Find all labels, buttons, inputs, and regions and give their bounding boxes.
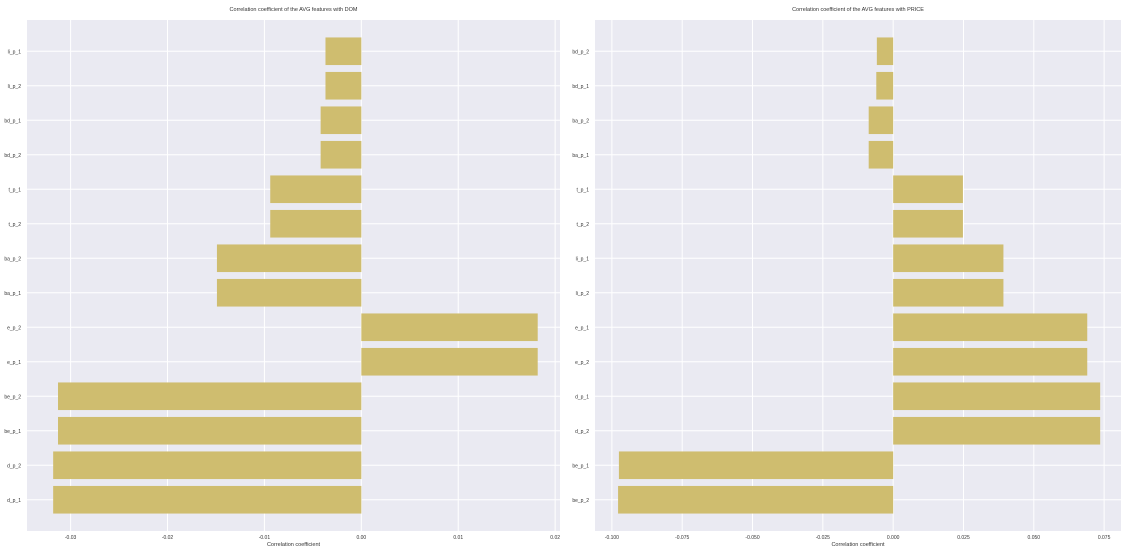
bar xyxy=(893,209,963,238)
x-tick-label: 0.075 xyxy=(1098,535,1111,541)
y-tick-label: bd_p_2 xyxy=(572,49,589,55)
bar xyxy=(876,37,894,66)
bar xyxy=(325,71,362,100)
y-tick-label: li_p_2 xyxy=(8,84,22,90)
bar xyxy=(270,175,362,204)
bar xyxy=(325,37,362,66)
x-tick-label: 0.025 xyxy=(957,535,970,541)
y-tick-label: bd_p_2 xyxy=(4,153,21,159)
y-tick-label: e_p_2 xyxy=(575,360,589,366)
bar xyxy=(320,106,362,135)
x-tick-label: -0.025 xyxy=(816,535,830,541)
y-tick-label: li_p_2 xyxy=(576,291,590,297)
y-tick-label: d_p_2 xyxy=(575,429,589,435)
y-tick-label: ba_p_1 xyxy=(4,291,21,297)
chart-title: Correlation coefficient of the AVG featu… xyxy=(230,7,358,13)
y-tick-label: t_p_2 xyxy=(576,222,589,228)
bar xyxy=(53,451,362,480)
bar xyxy=(361,347,538,376)
bar xyxy=(876,71,894,100)
y-tick-label: be_p_1 xyxy=(572,463,589,469)
bar xyxy=(361,313,538,342)
y-tick-label: d_p_1 xyxy=(7,498,21,504)
x-tick-label: 0.000 xyxy=(887,535,900,541)
chart-price-correlation: bd_p_2 bd_p_1 ba_p_2 ba_p_1 t_p_1 t_p_2 li_p_1… xyxy=(572,7,1121,548)
y-tick-label: t_p_1 xyxy=(576,187,589,193)
y-tick-label: t_p_2 xyxy=(8,222,21,228)
y-tick-label: li_p_1 xyxy=(8,49,22,55)
x-axis-label: Correlation coefficient xyxy=(267,542,321,548)
bar xyxy=(893,175,963,204)
y-tick-label: bd_p_1 xyxy=(4,118,21,124)
x-tick-label: -0.050 xyxy=(745,535,759,541)
x-axis-label: Correlation coefficient xyxy=(831,542,885,548)
chart-dom-correlation: li_p_1 li_p_2 bd_p_1 bd_p_2 t_p_1 t_p_2 ba_p_2… xyxy=(4,7,560,548)
y-tick-label: e_p_2 xyxy=(7,325,21,331)
bar xyxy=(868,106,894,135)
y-tick-label: li_p_1 xyxy=(576,256,590,262)
x-tick-label: -0.100 xyxy=(605,535,619,541)
bar xyxy=(893,382,1101,411)
bar xyxy=(893,416,1101,445)
y-tick-label: bd_p_1 xyxy=(572,84,589,90)
bar xyxy=(216,244,362,273)
bar xyxy=(893,244,1004,273)
bar xyxy=(58,416,362,445)
x-tick-label: -0.075 xyxy=(675,535,689,541)
bar xyxy=(893,347,1088,376)
bar xyxy=(893,278,1004,307)
bar xyxy=(270,209,362,238)
bar xyxy=(868,140,894,169)
chart-title: Correlation coefficient of the AVG featu… xyxy=(792,7,924,13)
bar xyxy=(320,140,362,169)
y-tick-label: ba_p_1 xyxy=(572,153,589,159)
bar xyxy=(58,382,362,411)
x-tick-label: 0.02 xyxy=(550,535,560,541)
y-tick-label: be_p_1 xyxy=(4,429,21,435)
x-tick-label: -0.02 xyxy=(162,535,174,541)
bar xyxy=(893,313,1088,342)
x-tick-label: -0.01 xyxy=(259,535,271,541)
y-tick-label: d_p_1 xyxy=(575,394,589,400)
x-tick-label: -0.03 xyxy=(65,535,77,541)
bar xyxy=(216,278,362,307)
y-tick-label: e_p_1 xyxy=(7,360,21,366)
y-tick-label: be_p_2 xyxy=(572,498,589,504)
y-tick-label: ba_p_2 xyxy=(572,118,589,124)
bar xyxy=(618,485,894,514)
y-tick-label: d_p_2 xyxy=(7,463,21,469)
x-tick-label: 0.00 xyxy=(356,535,366,541)
bar xyxy=(53,485,362,514)
y-tick-label: be_p_2 xyxy=(4,394,21,400)
bar xyxy=(618,451,894,480)
y-tick-label: e_p_1 xyxy=(575,325,589,331)
y-tick-label: t_p_1 xyxy=(8,187,21,193)
x-tick-label: 0.050 xyxy=(1028,535,1041,541)
x-tick-label: 0.01 xyxy=(453,535,463,541)
plot-area xyxy=(27,20,560,531)
y-tick-label: ba_p_2 xyxy=(4,256,21,262)
